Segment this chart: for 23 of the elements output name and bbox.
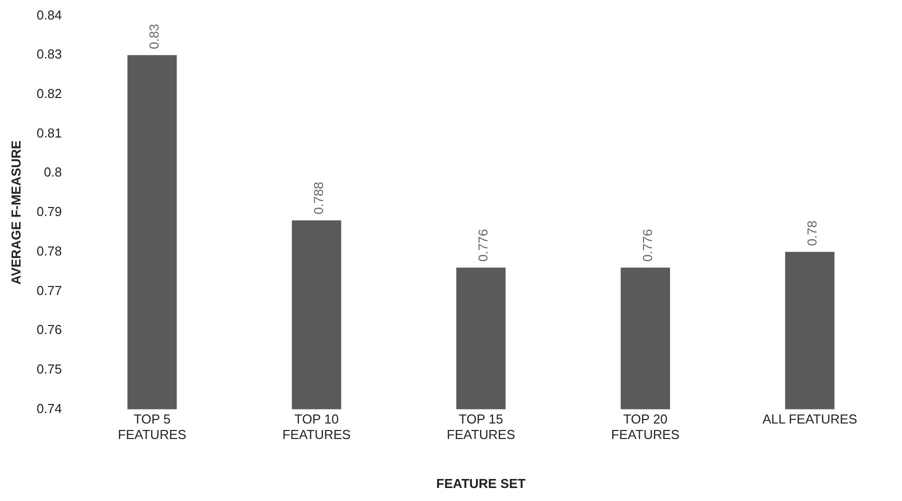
y-tick-label: 0.77 xyxy=(36,282,62,298)
x-tick-label: ALL FEATURES xyxy=(762,412,858,427)
y-axis-title: AVERAGE F-MEASURE xyxy=(8,140,24,285)
y-tick-label: 0.82 xyxy=(36,86,62,102)
x-tick-label: TOP 20 FEATURES xyxy=(611,412,680,442)
data-label: 0.776 xyxy=(640,229,655,262)
data-label: 0.83 xyxy=(146,24,162,50)
x-tick-label: TOP 15 FEATURES xyxy=(446,412,516,442)
y-tick-label: 0.79 xyxy=(36,204,62,220)
y-tick-label: 0.75 xyxy=(36,361,62,376)
x-tick-label: TOP 10 FEATURES xyxy=(282,412,352,442)
y-tick-label: 0.84 xyxy=(36,7,62,22)
data-label: 0.78 xyxy=(804,220,820,246)
y-tick-label: 0.81 xyxy=(36,125,62,140)
y-tick-label: 0.83 xyxy=(36,46,62,62)
y-tick-label: 0.8 xyxy=(44,164,62,180)
data-label: 0.788 xyxy=(311,182,326,214)
x-axis-title: FEATURE SET xyxy=(436,476,526,491)
data-label: 0.776 xyxy=(476,229,491,262)
y-tick-label: 0.74 xyxy=(36,400,62,416)
y-tick-label: 0.76 xyxy=(36,322,62,338)
x-tick-label: TOP 5 FEATURES xyxy=(118,412,187,442)
y-tick-label: 0.78 xyxy=(36,243,62,258)
